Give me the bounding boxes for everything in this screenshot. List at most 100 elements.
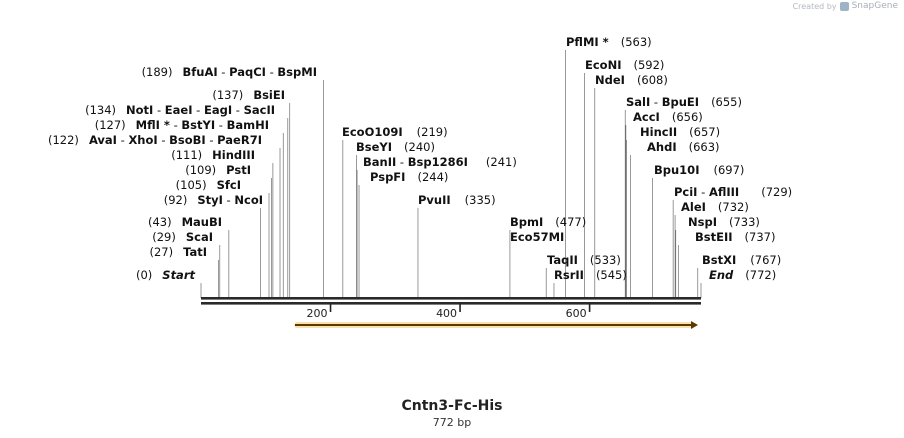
cut-position: (111) — [171, 148, 202, 162]
site-text-26: AccI (656) — [633, 110, 703, 124]
cut-position: (335) — [465, 193, 496, 207]
cut-position: (737) — [745, 230, 776, 244]
enzyme-name: BstYI — [181, 118, 215, 132]
site-label-10: (134) NotI - EaeI - EagI - SacII — [85, 103, 275, 117]
cut-position: (29) — [152, 230, 176, 244]
site-text-15: BanII - Bsp1286I (241) — [363, 155, 517, 169]
site-text-16: PspFI (244) — [370, 170, 448, 184]
enzyme-name: PciI — [674, 185, 697, 199]
site-label-32: NspI (733) — [688, 215, 760, 229]
enzyme-name: HincII — [640, 125, 677, 139]
site-label-14: BseYI (240) — [356, 140, 435, 154]
site-label-21: RsrII (545) — [554, 268, 627, 282]
cut-position: (43) — [148, 215, 172, 229]
enzyme-name: MauBI — [182, 215, 222, 229]
site-text-8: (122) AvaI - XhoI - BsoBI - PaeR7I — [48, 133, 262, 147]
name-separator: - — [650, 95, 661, 109]
site-text-34: BstXI (767) — [702, 253, 781, 267]
name-separator: - — [396, 155, 407, 169]
dna-bottom-strand — [201, 302, 701, 305]
dna-top-strand — [201, 297, 701, 300]
site-label-33: BstEII (737) — [695, 230, 775, 244]
cut-position: (772) — [745, 268, 776, 282]
enzyme-name: NcoI — [234, 193, 263, 207]
site-label-22: PflMI * (563) — [566, 35, 652, 49]
site-text-19: Eco57MI — [510, 230, 564, 244]
enzyme-name: PaqCI — [229, 65, 266, 79]
site-label-29: Bpu10I (697) — [654, 163, 744, 177]
site-text-13: EcoO109I (219) — [342, 125, 448, 139]
cut-position: (122) — [48, 133, 79, 147]
site-text-1: (27) TatI — [149, 245, 207, 259]
enzyme-name: BpuEI — [662, 95, 699, 109]
site-label-19: Eco57MI — [510, 230, 564, 244]
cut-position: (240) — [404, 140, 435, 154]
site-text-11: (137) BsiEI — [212, 88, 285, 102]
site-text-18: BpmI (477) — [510, 215, 586, 229]
site-label-25: SalI - BpuEI (655) — [626, 95, 742, 109]
enzyme-name: BamHI — [227, 118, 269, 132]
site-label-0: (0) Start — [136, 268, 196, 282]
enzyme-name: BsiEI — [253, 88, 285, 102]
name-separator: - — [223, 193, 234, 207]
site-text-24: NdeI (608) — [595, 73, 668, 87]
snapgene-logo-icon — [839, 1, 849, 11]
cut-position: (657) — [689, 125, 720, 139]
credit-brand: SnapGene — [851, 1, 898, 11]
enzyme-name: PflMI * — [566, 35, 609, 49]
cut-position: (767) — [750, 253, 781, 267]
name-separator: - — [206, 133, 217, 147]
enzyme-name: Bpu10I — [654, 163, 699, 177]
cut-position: (663) — [689, 140, 720, 154]
enzyme-name: RsrII — [554, 268, 584, 282]
enzyme-name: BseYI — [356, 140, 392, 154]
site-text-6: (109) PstI — [185, 163, 251, 177]
site-text-5: (105) SfcI — [176, 178, 241, 192]
enzyme-name: PvuII — [418, 193, 451, 207]
site-label-3: (43) MauBI — [148, 215, 222, 229]
site-text-27: HincII (657) — [640, 125, 720, 139]
enzyme-name: TatI — [183, 245, 207, 259]
site-text-3: (43) MauBI — [148, 215, 222, 229]
enzyme-name: EagI — [204, 103, 232, 117]
site-label-27: HincII (657) — [640, 125, 720, 139]
enzyme-name: BspMI — [277, 65, 317, 79]
cut-position: (244) — [417, 170, 448, 184]
site-label-28: AhdI (663) — [647, 140, 720, 154]
name-separator: - — [170, 118, 181, 132]
site-text-20: TaqII (533) — [547, 253, 621, 267]
enzyme-name: NotI — [126, 103, 153, 117]
enzyme-name: AleI — [681, 200, 706, 214]
enzyme-name: SacII — [244, 103, 275, 117]
name-separator: - — [215, 118, 226, 132]
cut-position: (697) — [713, 163, 744, 177]
site-label-20: TaqII (533) — [547, 253, 621, 267]
enzyme-name: SfcI — [217, 178, 241, 192]
site-label-2: (29) ScaI — [152, 230, 213, 244]
enzyme-name: MflI * — [136, 118, 170, 132]
site-label-9: (127) MflI * - BstYI - BamHI — [95, 118, 269, 132]
site-text-17: PvuII (335) — [418, 193, 496, 207]
cut-position: (92) — [164, 193, 188, 207]
site-text-28: AhdI (663) — [647, 140, 720, 154]
enzyme-name: BstXI — [702, 253, 736, 267]
cut-position: (109) — [185, 163, 216, 177]
name-separator: - — [117, 133, 128, 147]
name-separator: - — [153, 103, 164, 117]
enzyme-name: EcoO109I — [342, 125, 403, 139]
enzyme-name: BfuAI — [183, 65, 218, 79]
enzyme-name: AvaI — [89, 133, 117, 147]
sequence-length: 772 bp — [432, 416, 472, 429]
cut-position: (533) — [590, 253, 621, 267]
name-separator: - — [193, 103, 204, 117]
site-label-24: NdeI (608) — [595, 73, 668, 87]
enzyme-name: NspI — [688, 215, 717, 229]
site-text-25: SalI - BpuEI (655) — [626, 95, 742, 109]
cut-position: (592) — [633, 58, 664, 72]
enzyme-name: EaeI — [165, 103, 193, 117]
enzyme-name: BstEII — [695, 230, 733, 244]
enzyme-name: SalI — [626, 95, 650, 109]
site-label-7: (111) HindIII — [171, 148, 255, 162]
enzyme-name: BanII — [363, 155, 396, 169]
